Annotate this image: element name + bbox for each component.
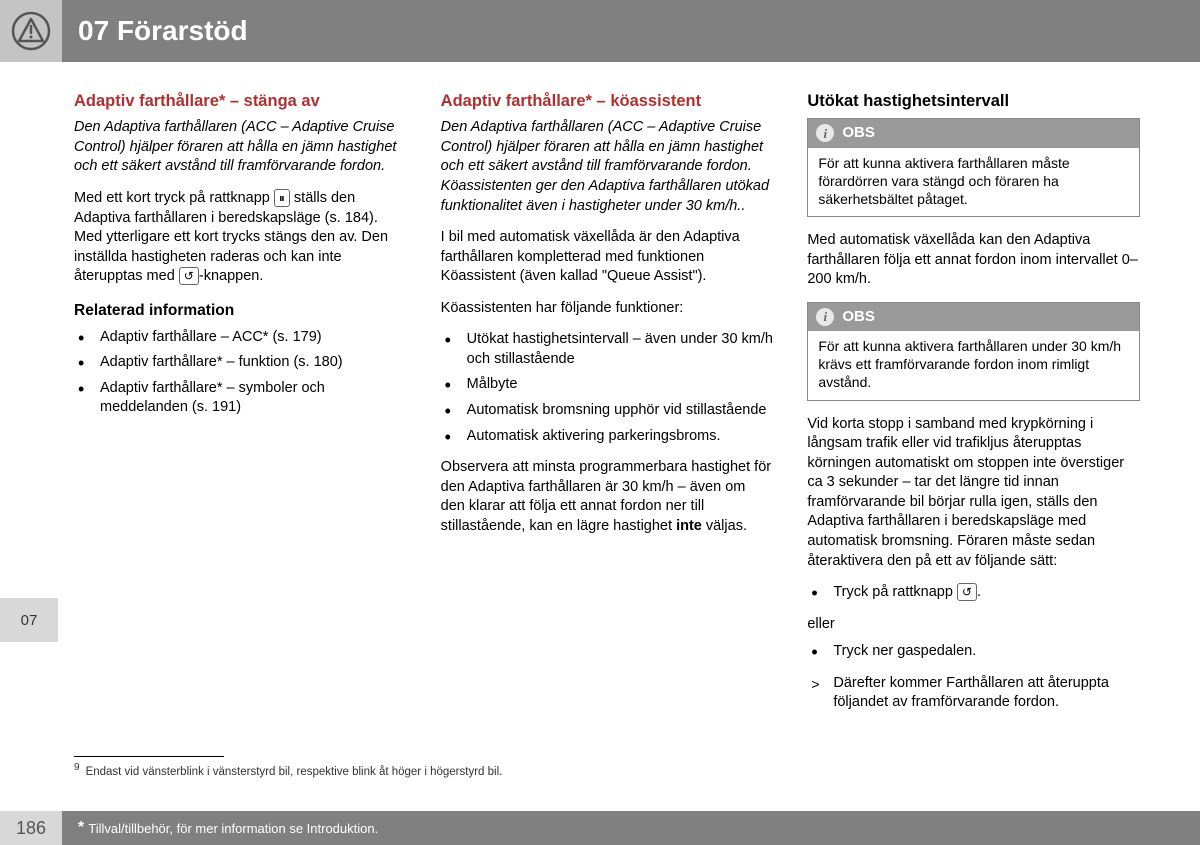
col1-para1: Med ett kort tryck på rattknapp ⏸ ställs…	[74, 189, 407, 287]
text-fragment: -knappen.	[199, 268, 264, 284]
footer-bar: * Tillval/tillbehör, för mer information…	[62, 811, 1200, 845]
list-item: Tryck på rattknapp ↺.	[807, 583, 1140, 603]
chapter-number: 07	[78, 15, 109, 46]
list-item: Utökat hastighetsintervall – även under …	[441, 330, 774, 369]
resume-key-icon: ↺	[179, 267, 199, 285]
obs-label: OBS	[842, 307, 875, 327]
col2-para1: I bil med automatisk växellåda är den Ad…	[441, 228, 774, 287]
list-item: Adaptiv farthållare* – funktion (s. 180)	[74, 353, 407, 373]
footnote-number: 9	[74, 762, 80, 773]
info-icon: i	[816, 308, 834, 326]
text-fragment: Med ett kort tryck på rattknapp	[74, 190, 274, 206]
list-item: Målbyte	[441, 375, 774, 395]
side-tab: 07	[0, 598, 58, 642]
list-item: Adaptiv farthållare – ACC* (s. 179)	[74, 328, 407, 348]
col3-para2: Vid korta stopp i samband med krypkörnin…	[807, 415, 1140, 572]
text-fragment: Tryck på rattknapp	[833, 584, 957, 600]
text-fragment: väljas.	[702, 518, 747, 534]
col2-heading: Adaptiv farthållare* – köassistent	[441, 90, 774, 112]
related-heading: Relaterad information	[74, 301, 407, 322]
footer-star: *	[78, 819, 84, 837]
obs-box-2: i OBS För att kunna aktivera farthållare…	[807, 302, 1140, 401]
text-fragment: .	[977, 584, 981, 600]
action-list-1: Tryck på rattknapp ↺.	[807, 583, 1140, 603]
bold-text: inte	[676, 518, 702, 534]
result-list: Därefter kommer Farthållaren att återupp…	[807, 674, 1140, 713]
page-number: 186	[0, 811, 62, 845]
list-item: Automatisk bromsning upphör vid stillast…	[441, 401, 774, 421]
obs-body: För att kunna aktivera farthållaren unde…	[808, 331, 1139, 400]
info-icon: i	[816, 124, 834, 142]
col3-heading: Utökat hastighetsintervall	[807, 90, 1140, 112]
column-3: Utökat hastighetsintervall i OBS För att…	[807, 90, 1140, 725]
related-list: Adaptiv farthållare – ACC* (s. 179) Adap…	[74, 328, 407, 418]
list-item: Tryck ner gaspedalen.	[807, 642, 1140, 662]
obs-box-1: i OBS För att kunna aktivera farthållare…	[807, 118, 1140, 217]
col2-para3: Observera att minsta programmerbara hast…	[441, 458, 774, 536]
footnote-rule	[74, 756, 224, 757]
col2-para2: Köassistenten har följande funktioner:	[441, 299, 774, 319]
footnote: 9 Endast vid vänsterblink i vänsterstyrd …	[74, 762, 502, 778]
obs-header: i OBS	[808, 119, 1139, 147]
obs-label: OBS	[842, 123, 875, 143]
feature-list: Utökat hastighetsintervall – även under …	[441, 330, 774, 446]
col3-para1: Med automatisk växellåda kan den Adaptiv…	[807, 231, 1140, 290]
content-area: Adaptiv farthållare* – stänga av Den Ada…	[74, 90, 1140, 725]
chapter-name: Förarstöd	[117, 15, 248, 46]
col2-intro: Den Adaptiva farthållaren (ACC – Adaptiv…	[441, 118, 774, 216]
footnote-text: Endast vid vänsterblink i vänsterstyrd b…	[86, 766, 503, 778]
chapter-title: 07 Förarstöd	[78, 15, 248, 47]
resume-key-icon: ↺	[957, 583, 977, 601]
obs-header: i OBS	[808, 303, 1139, 331]
col1-intro: Den Adaptiva farthållaren (ACC – Adaptiv…	[74, 118, 407, 177]
header-warning-icon	[0, 0, 62, 62]
pause-key-icon: ⏸	[274, 189, 290, 207]
or-text: eller	[807, 615, 1140, 635]
list-item: Adaptiv farthållare* – symboler och medd…	[74, 379, 407, 418]
list-item: Automatisk aktivering parkeringsbroms.	[441, 427, 774, 447]
column-2: Adaptiv farthållare* – köassistent Den A…	[441, 90, 774, 725]
list-item: Därefter kommer Farthållaren att återupp…	[807, 674, 1140, 713]
footer-text: Tillval/tillbehör, för mer information s…	[88, 821, 378, 836]
header-bar: 07 Förarstöd	[0, 0, 1200, 62]
obs-body: För att kunna aktivera farthållaren måst…	[808, 148, 1139, 217]
column-1: Adaptiv farthållare* – stänga av Den Ada…	[74, 90, 407, 725]
col1-heading: Adaptiv farthållare* – stänga av	[74, 90, 407, 112]
action-list-2: Tryck ner gaspedalen.	[807, 642, 1140, 662]
